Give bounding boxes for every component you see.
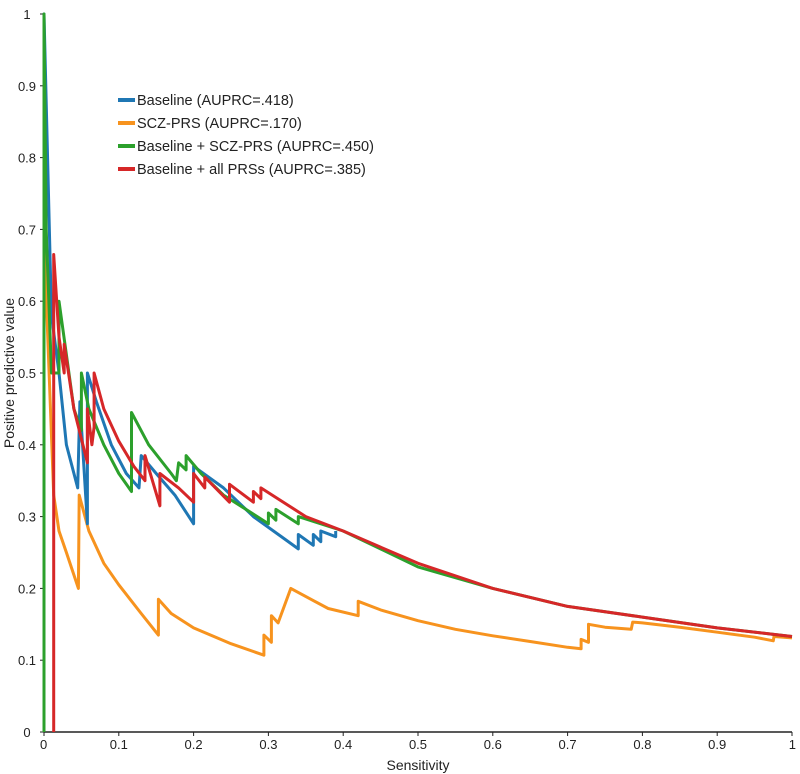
x-ticks: 0 0.1 0.2 0.3 0.4 0.5 0.6 0.7 0.8 0.9 1 bbox=[40, 732, 796, 752]
legend-label: SCZ-PRS (AUPRC=.170) bbox=[137, 116, 302, 132]
y-tick-label: 0.3 bbox=[18, 510, 36, 525]
y-ticks: 0 0.1 0.2 0.3 0.4 0.5 0.6 0.7 0.8 0.9 1 bbox=[18, 7, 44, 740]
y-tick-label: 1 bbox=[23, 7, 30, 22]
x-tick-label: 0.9 bbox=[708, 737, 726, 752]
x-tick-label: 0.6 bbox=[484, 737, 502, 752]
y-tick-label: 0.6 bbox=[18, 294, 36, 309]
y-tick-label: 0 bbox=[23, 725, 30, 740]
series-line-1 bbox=[42, 12, 338, 732]
legend-label: Baseline + all PRSs (AUPRC=.385) bbox=[137, 162, 366, 178]
y-tick-label: 0.8 bbox=[18, 151, 36, 166]
series-line-0 bbox=[42, 235, 793, 732]
x-tick-label: 0.4 bbox=[334, 737, 352, 752]
y-tick-label: 0.9 bbox=[18, 79, 36, 94]
legend-label: Baseline (AUPRC=.418) bbox=[137, 93, 294, 109]
x-tick-label: 0.2 bbox=[185, 737, 203, 752]
x-tick-label: 1 bbox=[789, 737, 796, 752]
x-tick-label: 0.3 bbox=[259, 737, 277, 752]
series-line-3 bbox=[52, 253, 793, 732]
x-tick-label: 0.8 bbox=[633, 737, 651, 752]
legend-label: Baseline + SCZ-PRS (AUPRC=.450) bbox=[137, 139, 374, 155]
series-lines bbox=[42, 12, 793, 732]
x-tick-label: 0.1 bbox=[110, 737, 128, 752]
legend: Baseline (AUPRC=.418) SCZ-PRS (AUPRC=.170… bbox=[118, 93, 374, 178]
y-tick-label: 0.4 bbox=[18, 438, 36, 453]
x-tick-label: 0.7 bbox=[559, 737, 577, 752]
y-axis-label: Positive predictive value bbox=[1, 298, 17, 448]
y-tick-label: 0.7 bbox=[18, 222, 36, 237]
y-tick-label: 0.1 bbox=[18, 653, 36, 668]
x-tick-label: 0.5 bbox=[409, 737, 427, 752]
y-tick-label: 0.2 bbox=[18, 581, 36, 596]
y-tick-label: 0.5 bbox=[18, 366, 36, 381]
x-tick-label: 0 bbox=[40, 737, 47, 752]
x-axis-label: Sensitivity bbox=[386, 757, 449, 773]
